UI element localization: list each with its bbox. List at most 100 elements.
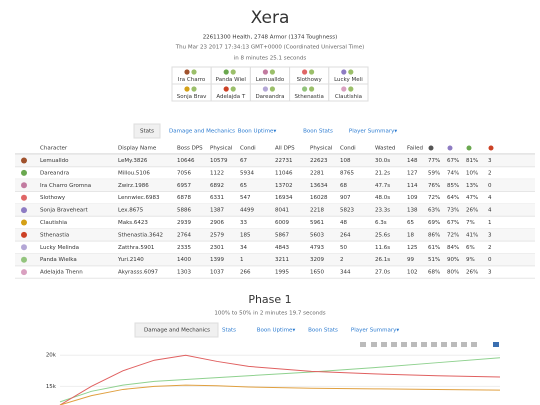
cell: 0 bbox=[488, 257, 492, 263]
prof-icon bbox=[309, 69, 315, 75]
cell: 4 bbox=[488, 195, 492, 201]
cell: 64% bbox=[447, 195, 459, 201]
cell: 72% bbox=[447, 232, 459, 238]
tab[interactable]: Boon Stats bbox=[303, 129, 333, 135]
prof-icon bbox=[341, 86, 347, 92]
cell: 102 bbox=[407, 270, 418, 276]
cell: 3211 bbox=[275, 257, 289, 263]
prof-icon bbox=[21, 194, 27, 201]
tab[interactable]: Stats bbox=[222, 328, 236, 334]
cell: 125 bbox=[407, 245, 418, 251]
cell: Lennwiec.6983 bbox=[118, 195, 160, 201]
cell: 2764 bbox=[177, 232, 191, 238]
cell: 33 bbox=[240, 220, 247, 226]
cell: 148 bbox=[407, 158, 418, 164]
cell: 22623 bbox=[310, 158, 328, 164]
prof-icon bbox=[223, 86, 229, 92]
cell: 25.6s bbox=[375, 232, 390, 238]
col-header: Character bbox=[40, 146, 68, 152]
cell: 1122 bbox=[210, 170, 224, 176]
cell: 10% bbox=[466, 170, 478, 176]
prof-icon bbox=[21, 182, 27, 189]
cell: 21.2s bbox=[375, 170, 390, 176]
cell: 67% bbox=[447, 220, 459, 226]
tab[interactable]: Damage and Mechanics bbox=[144, 328, 210, 334]
cell: 11.6s bbox=[375, 245, 390, 251]
title: Xera bbox=[251, 8, 290, 28]
cell: 65 bbox=[407, 220, 414, 226]
cell: Sonja Braveheart bbox=[40, 208, 89, 214]
player-cell[interactable] bbox=[328, 83, 369, 102]
prof-icon bbox=[262, 69, 268, 75]
cell: 67% bbox=[447, 158, 459, 164]
cell: 2 bbox=[488, 170, 492, 176]
prof-icon bbox=[21, 157, 27, 164]
cell: Yuri.2140 bbox=[117, 257, 144, 263]
cell: 65 bbox=[240, 183, 247, 189]
toolbar bbox=[360, 342, 499, 347]
cell: 264 bbox=[340, 232, 351, 238]
cell: 1 bbox=[240, 257, 244, 263]
cell: 61% bbox=[428, 245, 440, 251]
cell: 69% bbox=[428, 220, 440, 226]
tab[interactable]: Boon Uptime▾ bbox=[257, 328, 296, 334]
cell: 3 bbox=[488, 270, 492, 276]
col-icon bbox=[488, 145, 494, 151]
cell: 3209 bbox=[310, 257, 324, 263]
cell: 27.0s bbox=[375, 270, 390, 276]
tab[interactable]: Player Summary▾ bbox=[349, 129, 397, 135]
cell: 2579 bbox=[210, 232, 224, 238]
cell: 114 bbox=[407, 183, 418, 189]
cell: 1387 bbox=[210, 208, 224, 214]
prof-icon bbox=[21, 169, 27, 176]
cell: 5823 bbox=[340, 208, 354, 214]
cell: 72% bbox=[428, 195, 440, 201]
tab[interactable]: Damage and Mechanics bbox=[169, 129, 235, 135]
cell: 80% bbox=[447, 270, 459, 276]
cell: 47% bbox=[466, 195, 478, 201]
cell: LeMy.3826 bbox=[118, 158, 148, 164]
cell: 138 bbox=[407, 208, 418, 214]
cell: 109 bbox=[407, 195, 418, 201]
cell: 16028 bbox=[310, 195, 328, 201]
tab[interactable]: Boon Stats bbox=[308, 328, 338, 334]
prof-icon bbox=[348, 86, 354, 92]
tab[interactable]: Boon Uptime▾ bbox=[238, 129, 277, 135]
tab[interactable]: Player Summary▾ bbox=[351, 328, 399, 334]
cell: 6% bbox=[466, 245, 475, 251]
cell: Akyrasss.6097 bbox=[118, 270, 158, 276]
col-header: Physical bbox=[210, 146, 233, 152]
row-bg bbox=[15, 253, 535, 266]
cell: 74% bbox=[447, 170, 459, 176]
cell: 5867 bbox=[275, 232, 289, 238]
y-tick-label: 15k bbox=[46, 384, 57, 390]
prof-icon bbox=[21, 256, 27, 263]
cell: 41% bbox=[466, 232, 478, 238]
cell: 81% bbox=[466, 158, 478, 164]
player-name: Panda Wiel bbox=[216, 77, 247, 83]
cell: 0 bbox=[488, 183, 492, 189]
cell: 6.3s bbox=[375, 220, 387, 226]
col-icon bbox=[466, 145, 472, 151]
cell: 6331 bbox=[210, 195, 224, 201]
cell: 1399 bbox=[210, 257, 224, 263]
prof-icon bbox=[191, 69, 197, 75]
cell: 99 bbox=[407, 257, 414, 263]
cell: 4793 bbox=[310, 245, 324, 251]
player-name: Clautishia bbox=[335, 94, 362, 100]
cell: Maks.6423 bbox=[118, 220, 148, 226]
cell: 47.7s bbox=[375, 183, 390, 189]
cell: 2218 bbox=[310, 208, 324, 214]
cell: 77% bbox=[428, 158, 440, 164]
cell: Lemualldo bbox=[40, 158, 69, 164]
player-name: Lucky Meli bbox=[334, 77, 363, 83]
cell: 1037 bbox=[210, 270, 224, 276]
cell: 59% bbox=[428, 170, 440, 176]
tab[interactable]: Stats bbox=[140, 129, 154, 135]
cell: 4843 bbox=[275, 245, 289, 251]
player-name: Sthenastia bbox=[295, 94, 324, 100]
cell: 108 bbox=[340, 158, 351, 164]
cell: Zwirz.1986 bbox=[118, 183, 149, 189]
y-tick-label: 20k bbox=[46, 353, 57, 359]
cell: Panda Wielka bbox=[40, 257, 77, 263]
